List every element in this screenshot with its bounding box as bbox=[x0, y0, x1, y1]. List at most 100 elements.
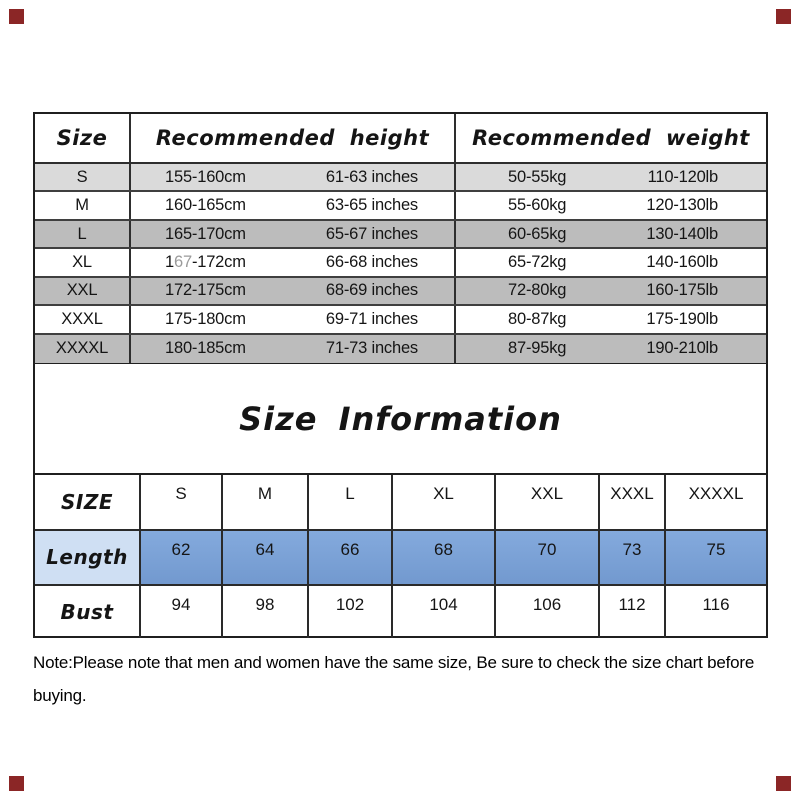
measurement-row-length: Length 62 64 66 68 70 73 75 bbox=[35, 529, 766, 584]
measurement-value: 68 bbox=[391, 531, 494, 584]
measurement-size-xl: XL bbox=[391, 475, 494, 530]
weight-lb: 120-130lb bbox=[646, 196, 718, 215]
height-inches: 65-67 inches bbox=[325, 224, 418, 243]
measurement-size-xxxxl: XXXXL bbox=[664, 475, 766, 530]
height-inches: 69-71 inches bbox=[325, 309, 418, 328]
corner-marker-top-right bbox=[776, 9, 791, 24]
height-cm-part: 180-185cm bbox=[165, 339, 246, 358]
height-cm: 172-175cm bbox=[165, 281, 246, 300]
measurement-value: 66 bbox=[307, 531, 391, 584]
measurement-value: 75 bbox=[664, 531, 766, 584]
size-row-s: S 155-160cm 61-63 inches 50-55kg 110-120lb bbox=[35, 164, 766, 193]
height-values: 155-160cm 61-63 inches bbox=[129, 164, 454, 191]
size-row-m: M 160-165cm 63-65 inches 55-60kg 120-130lb bbox=[35, 192, 766, 221]
height-values: 165-170cm 65-67 inches bbox=[129, 220, 454, 248]
height-cm: 155-160cm bbox=[165, 168, 246, 187]
measurement-size-xxl: XXL bbox=[494, 475, 598, 530]
measurement-value: 98 bbox=[221, 585, 307, 638]
measurement-size-m: M bbox=[221, 475, 307, 530]
note-text: Note:Please note that men and women have… bbox=[33, 653, 755, 705]
weight-values: 55-60kg 120-130lb bbox=[454, 192, 766, 219]
measurement-row-bust: Bust 94 98 102 104 106 112 116 bbox=[35, 583, 766, 638]
size-value: XL bbox=[72, 252, 92, 271]
section-title-band: Size Information bbox=[35, 363, 766, 473]
height-inches: 68-69 inches bbox=[325, 281, 418, 300]
measurement-header-row: SIZE S M L XL XXL XXXL XXXXL bbox=[35, 475, 766, 530]
measurement-size-l: L bbox=[307, 475, 391, 530]
weight-lb: 160-175lb bbox=[646, 281, 718, 300]
height-cm-faded-part: 67 bbox=[173, 252, 192, 271]
height-inches: 63-65 inches bbox=[325, 196, 418, 215]
size-chart: Size Recommended height Recommended weig… bbox=[33, 112, 768, 638]
size-row-l: L 165-170cm 65-67 inches 60-65kg 130-140lb bbox=[35, 220, 766, 250]
height-values: 172-175cm 68-69 inches bbox=[129, 277, 454, 305]
weight-kg: 60-65kg bbox=[508, 224, 567, 243]
weight-values: 72-80kg 160-175lb bbox=[454, 277, 766, 305]
weight-kg: 50-55kg bbox=[508, 167, 567, 186]
height-inches: 61-63 inches bbox=[325, 167, 418, 186]
measurement-table: SIZE S M L XL XXL XXXL XXXXL Length 62 64 66 68 70 73 7… bbox=[35, 473, 766, 638]
measurement-size-xxxl: XXXL bbox=[598, 475, 664, 530]
weight-lb: 110-120lb bbox=[647, 167, 719, 186]
measurement-size-s: S bbox=[139, 475, 221, 530]
corner-marker-top-left bbox=[9, 9, 24, 24]
height-cm-part: 155-160cm bbox=[165, 167, 246, 186]
weight-values: 65-72kg 140-160lb bbox=[454, 249, 766, 276]
height-values: 175-180cm 69-71 inches bbox=[129, 306, 454, 333]
measurement-value: 102 bbox=[307, 585, 391, 638]
size-row-xl: XL 167-172cm 66-68 inches 65-72kg 140-160lb bbox=[35, 249, 766, 278]
height-values: 160-165cm 63-65 inches bbox=[129, 192, 454, 219]
weight-kg: 87-95kg bbox=[508, 339, 567, 358]
measurement-value: 62 bbox=[139, 531, 221, 584]
size-value: XXL bbox=[66, 281, 98, 300]
height-cm-part: 1 bbox=[165, 252, 174, 271]
header-recommended-height: Recommended height bbox=[129, 114, 454, 162]
height-values: 167-172cm 66-68 inches bbox=[129, 249, 454, 276]
measurement-value: 64 bbox=[221, 531, 307, 584]
measurement-value: 116 bbox=[664, 585, 766, 638]
weight-values: 80-87kg 175-190lb bbox=[454, 306, 766, 333]
height-inches: 71-73 inches bbox=[325, 339, 418, 358]
measurement-value: 94 bbox=[139, 585, 221, 638]
weight-lb: 130-140lb bbox=[646, 224, 718, 243]
size-value: M bbox=[75, 196, 89, 215]
corner-marker-bottom-left bbox=[9, 776, 24, 791]
weight-values: 60-65kg 130-140lb bbox=[454, 220, 766, 248]
measurement-value: 104 bbox=[391, 585, 494, 638]
measurement-value: 73 bbox=[598, 531, 664, 584]
measurement-corner-label: SIZE bbox=[60, 490, 113, 515]
size-row-xxl: XXL 172-175cm 68-69 inches 72-80kg 160-175lb bbox=[35, 277, 766, 307]
height-cm: 175-180cm bbox=[165, 310, 246, 329]
size-row-xxxxl: XXXXL 180-185cm 71-73 inches 87-95kg 190-210… bbox=[35, 334, 766, 363]
height-inches: 66-68 inches bbox=[325, 252, 418, 271]
measurement-value: 106 bbox=[494, 585, 598, 638]
height-cm-part: 160-165cm bbox=[165, 196, 246, 215]
measurement-value: 112 bbox=[598, 585, 664, 638]
section-title: Size Information bbox=[239, 399, 562, 438]
height-cm-part: 165-170cm bbox=[165, 224, 246, 243]
height-cm-part: 175-180cm bbox=[165, 309, 246, 328]
measurement-value: 70 bbox=[494, 531, 598, 584]
height-values: 180-185cm 71-73 inches bbox=[129, 334, 454, 363]
weight-lb: 175-190lb bbox=[646, 309, 718, 328]
weight-kg: 65-72kg bbox=[508, 252, 567, 271]
header-size: Size bbox=[56, 126, 108, 150]
measurement-label: Length bbox=[35, 531, 139, 584]
height-cm: 160-165cm bbox=[165, 196, 246, 215]
weight-kg: 80-87kg bbox=[508, 309, 567, 328]
size-value: XXXL bbox=[61, 309, 103, 328]
header-recommended-weight: Recommended weight bbox=[454, 114, 766, 162]
size-value: S bbox=[76, 167, 88, 186]
height-cm: 180-185cm bbox=[165, 339, 246, 358]
corner-marker-bottom-right bbox=[776, 776, 791, 791]
size-table-body: S 155-160cm 61-63 inches 50-55kg 110-120lb M 1… bbox=[35, 164, 766, 363]
weight-values: 50-55kg 110-120lb bbox=[454, 164, 766, 191]
size-value: L bbox=[77, 224, 87, 243]
size-value: XXXXL bbox=[55, 339, 109, 358]
size-row-xxxl: XXXL 175-180cm 69-71 inches 80-87kg 175-190l… bbox=[35, 306, 766, 335]
weight-kg: 72-80kg bbox=[508, 281, 567, 300]
measurement-label: Bust bbox=[60, 599, 114, 624]
weight-kg: 55-60kg bbox=[508, 196, 567, 215]
weight-lb: 190-210lb bbox=[646, 339, 718, 358]
weight-lb: 140-160lb bbox=[646, 252, 718, 271]
